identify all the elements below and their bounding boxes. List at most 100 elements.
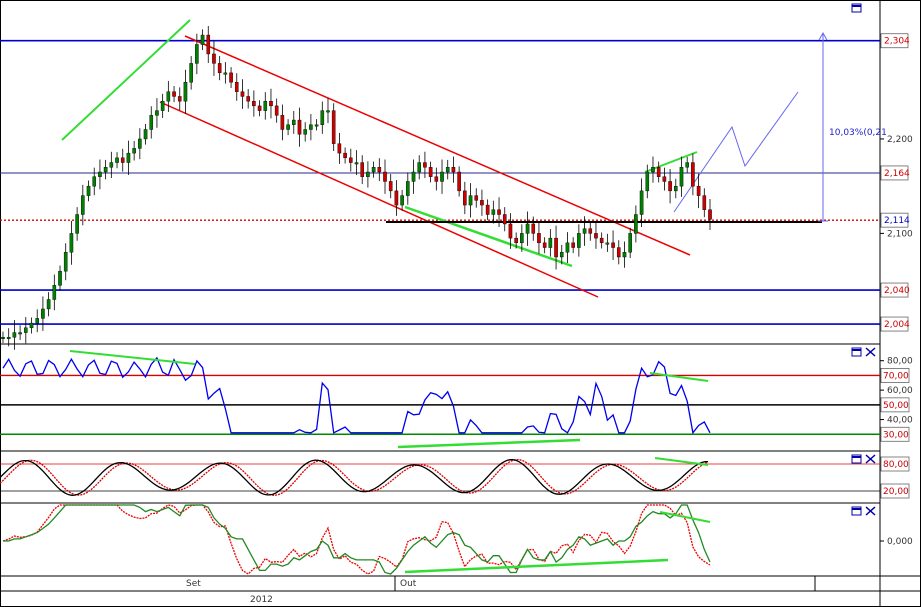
candle-body <box>554 237 558 258</box>
rsi-divergence-line <box>69 350 196 365</box>
candle-body <box>274 105 279 116</box>
candle-body <box>286 124 290 130</box>
candle-body <box>120 157 125 163</box>
candle-body <box>406 181 410 196</box>
candle-body <box>628 233 632 253</box>
candle-body <box>520 233 524 244</box>
rsi-box-label: 50,00 <box>883 401 909 411</box>
stoch-box-label: 20,00 <box>883 487 909 497</box>
candle-body <box>52 285 57 300</box>
candle-body <box>634 214 638 234</box>
candle-body <box>474 195 479 201</box>
candle-body <box>343 152 347 159</box>
candle-body <box>616 247 621 258</box>
rsi-divergence-line-recent <box>649 372 709 382</box>
rsi-box-label: 30,00 <box>883 430 909 440</box>
price-box <box>880 316 909 332</box>
candle-body <box>291 119 296 125</box>
stoch-box <box>880 456 910 472</box>
candle-body <box>200 34 205 45</box>
candle-body <box>371 167 376 173</box>
rsi-line <box>2 356 711 435</box>
candle-body <box>1 337 5 339</box>
oscillator-slow-line <box>3 504 711 575</box>
candle-body <box>696 185 701 196</box>
close-icon[interactable] <box>865 347 876 357</box>
candle-body <box>240 91 245 97</box>
candle-body <box>348 157 353 163</box>
candle-body <box>212 53 216 64</box>
rsi-divergence-line-low <box>397 438 581 449</box>
stoch-box-label: 80,00 <box>883 460 909 470</box>
price-panel: 2,304 2,164 2,114 2,040 2,004 2,200 2,100 10,… <box>0 3 913 350</box>
candle-body <box>377 167 382 173</box>
window-restore-icon[interactable] <box>851 506 862 516</box>
rsi-box <box>880 426 910 442</box>
stochastic-reference-lines <box>0 463 880 492</box>
stoch-box <box>880 483 910 499</box>
candle-body <box>480 200 484 206</box>
stochastic-panel: 80,00 20,00 <box>0 454 910 499</box>
candle-body <box>548 237 553 248</box>
candle-body <box>440 171 444 182</box>
candle-body <box>651 167 655 173</box>
candle-body <box>46 299 51 310</box>
projection-path <box>673 91 799 213</box>
price-level-lines <box>0 39 880 325</box>
rsi-box <box>880 368 910 383</box>
candle-body <box>668 181 672 192</box>
candle-body <box>69 233 74 253</box>
candle-body <box>166 91 171 102</box>
price-box-label: 2,304 <box>884 37 910 47</box>
stochastic-divergence-line <box>654 457 709 466</box>
oscillator-fast-line <box>2 504 711 575</box>
close-icon[interactable] <box>865 454 876 464</box>
candle-body <box>155 110 159 116</box>
oscillator-divergence-line <box>404 558 669 574</box>
candle-body <box>337 143 342 154</box>
candle-body <box>571 242 575 248</box>
candle-body <box>656 167 661 177</box>
candle-body <box>354 162 359 165</box>
window-restore-icon[interactable] <box>851 3 862 13</box>
candle-body <box>463 190 467 206</box>
candle-body <box>126 152 131 163</box>
oscillator-divergence-line-recent <box>659 511 711 523</box>
candle-body <box>411 171 416 182</box>
candle-body <box>12 332 17 338</box>
candle-body <box>383 171 387 182</box>
window-restore-icon[interactable] <box>851 454 862 464</box>
candle-body <box>138 138 142 149</box>
close-icon[interactable] <box>865 506 876 516</box>
candle-body <box>263 100 268 111</box>
candle-body <box>269 100 273 107</box>
price-box-label: 2,164 <box>884 169 910 179</box>
candle-body <box>195 44 199 64</box>
candlesticks <box>1 25 712 350</box>
candle-body <box>29 322 34 329</box>
candle-body <box>160 100 165 111</box>
candle-body <box>388 181 393 192</box>
projection-arrow <box>818 31 828 41</box>
candle-body <box>86 185 91 196</box>
rsi-axis-boxes: 70,00 50,00 30,00 <box>880 368 910 442</box>
candle-body <box>679 167 684 187</box>
candle-body <box>685 162 689 168</box>
candle-body <box>309 124 313 130</box>
candle-body <box>502 214 507 225</box>
candle-body <box>246 96 250 102</box>
candle-body <box>189 63 193 83</box>
candle-body <box>320 110 325 125</box>
candle-body <box>297 119 302 135</box>
trendline-up <box>61 19 191 141</box>
candle-body <box>588 228 593 234</box>
month-label-out: Out <box>400 579 417 589</box>
window-restore-icon[interactable] <box>851 347 862 357</box>
candle-body <box>98 171 102 177</box>
price-box-label: 2,040 <box>884 286 910 296</box>
rsi-tick-label: 40,00 <box>887 416 913 426</box>
candle-body <box>594 233 598 239</box>
candle-body <box>400 195 404 206</box>
candle-body <box>223 72 228 75</box>
